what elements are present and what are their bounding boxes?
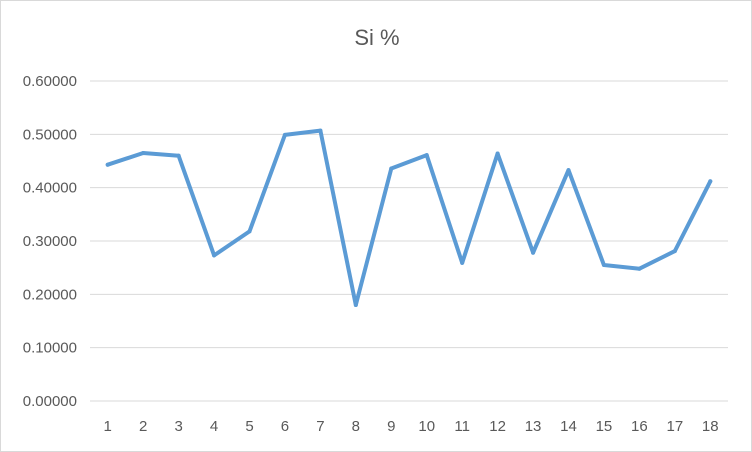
x-tick-label: 6 xyxy=(281,418,289,435)
x-tick-label: 14 xyxy=(560,418,577,435)
data-point xyxy=(318,128,323,133)
x-tick-label: 10 xyxy=(418,418,435,435)
x-tick-label: 15 xyxy=(596,418,613,435)
y-tick-label: 0.50000 xyxy=(23,126,77,143)
x-tick-label: 7 xyxy=(316,418,324,435)
x-tick-label: 12 xyxy=(489,418,506,435)
x-tick-label: 1 xyxy=(104,418,112,435)
series-layer xyxy=(105,128,713,307)
x-tick-label: 18 xyxy=(702,418,719,435)
data-point xyxy=(247,229,252,234)
y-axis-ticks: 0.00000 0.10000 0.20000 0.30000 0.40000 0.500… xyxy=(23,73,77,410)
data-point xyxy=(282,132,287,137)
data-point xyxy=(353,303,358,307)
y-tick-label: 0.60000 xyxy=(23,73,77,90)
x-axis-ticks: 1 2 3 4 5 6 7 8 9 10 11 12 13 14 15 16 17 18 xyxy=(104,418,719,435)
y-tick-label: 0.00000 xyxy=(23,393,77,410)
x-tick-label: 8 xyxy=(352,418,360,435)
data-point xyxy=(672,249,677,254)
series-line-0 xyxy=(105,128,713,307)
y-tick-label: 0.40000 xyxy=(23,180,77,197)
gridlines xyxy=(90,80,728,402)
y-tick-label: 0.30000 xyxy=(23,233,77,250)
data-point xyxy=(601,263,606,267)
x-tick-label: 4 xyxy=(210,418,218,435)
x-tick-label: 3 xyxy=(174,418,182,435)
x-tick-label: 2 xyxy=(139,418,147,435)
data-point xyxy=(176,153,181,158)
data-point xyxy=(637,266,642,271)
x-tick-label: 13 xyxy=(525,418,542,435)
data-point xyxy=(424,153,429,158)
x-tick-label: 17 xyxy=(666,418,683,435)
data-point xyxy=(566,168,571,173)
x-tick-label: 11 xyxy=(454,418,470,435)
data-point xyxy=(460,260,465,265)
data-point xyxy=(531,250,536,255)
x-tick-label: 9 xyxy=(387,418,395,435)
data-point xyxy=(141,151,146,155)
x-tick-label: 5 xyxy=(245,418,253,435)
chart-title: Si % xyxy=(354,25,399,50)
data-point xyxy=(495,151,500,156)
data-point xyxy=(708,179,713,184)
data-point xyxy=(389,166,394,171)
data-point xyxy=(105,162,110,167)
y-tick-label: 0.20000 xyxy=(23,286,77,303)
x-tick-label: 16 xyxy=(631,418,648,435)
data-point xyxy=(212,253,217,258)
y-tick-label: 0.10000 xyxy=(23,340,77,357)
